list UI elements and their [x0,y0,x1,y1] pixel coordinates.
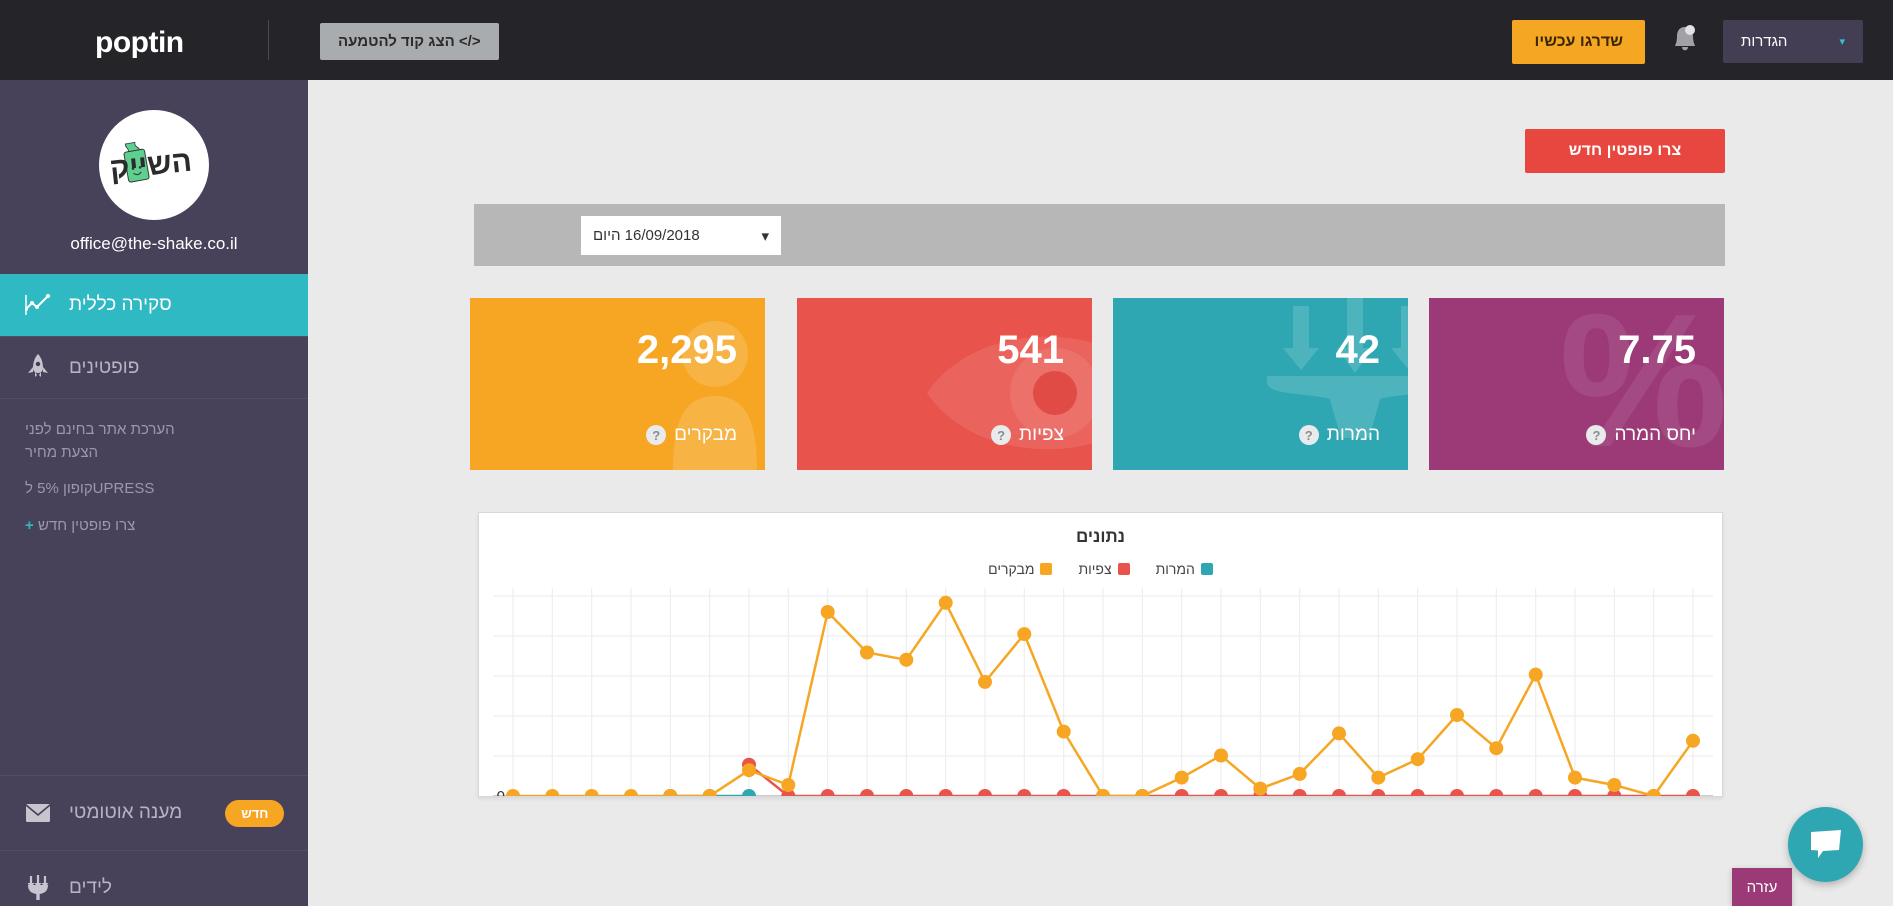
svg-text:0: 0 [497,788,505,797]
